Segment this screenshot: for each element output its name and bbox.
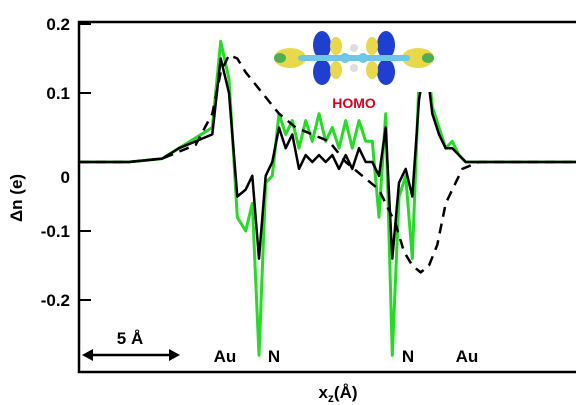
x-axis-label: xz(Å) <box>318 383 357 405</box>
y-axis: 0.2 0.1 0 -0.1 -0.2 <box>41 15 91 310</box>
x-axis-label-unit: (Å) <box>334 383 358 402</box>
scale-bar-arrow-right <box>169 349 180 361</box>
orbital-lobe <box>402 48 434 68</box>
orbital-lobe <box>377 31 395 59</box>
x-axis-label-main: x <box>318 383 328 402</box>
molecule-backbone <box>298 55 410 61</box>
orbital-lobe <box>366 37 378 55</box>
atom-label-au-left: Au <box>214 347 237 366</box>
plot-frame <box>77 20 576 374</box>
x-axis-label-sub: z <box>328 391 334 405</box>
y-tick-label-4: -0.2 <box>41 291 70 310</box>
orbital-lobe <box>330 37 342 55</box>
molecule-atom <box>350 44 358 52</box>
molecule-atom <box>358 53 368 63</box>
homo-orbital-image: HOMO <box>268 26 440 111</box>
y-tick-label-1: 0.1 <box>46 84 70 103</box>
molecule-atom <box>350 64 358 72</box>
atom-label-n-right: N <box>402 347 414 366</box>
atom-label-n-left: N <box>268 347 280 366</box>
scale-bar-arrow-left <box>82 349 93 361</box>
orbital-lobe <box>422 53 434 63</box>
orbital-lobe <box>366 61 378 79</box>
orbital-lobe <box>274 48 306 68</box>
y-tick-label-0: 0.2 <box>46 15 70 34</box>
y-axis-label: Δn (e) <box>7 174 26 222</box>
orbital-lobe <box>313 31 331 59</box>
orbital-lobe <box>377 59 395 85</box>
homo-label: HOMO <box>332 95 376 111</box>
series-layer <box>79 39 576 357</box>
molecule-atom <box>340 53 350 63</box>
y-tick-label-3: -0.1 <box>41 222 70 241</box>
atom-label-au-right: Au <box>456 347 479 366</box>
orbital-lobe <box>274 53 286 63</box>
scale-bar-label: 5 Å <box>117 329 143 348</box>
y-tick-label-2: 0 <box>61 168 70 187</box>
orbital-lobe <box>313 59 331 85</box>
orbital-lobe <box>330 61 342 79</box>
series-line-dashed <box>79 53 576 274</box>
series-line-black <box>79 57 576 260</box>
scale-bar: 5 Å <box>82 329 180 361</box>
